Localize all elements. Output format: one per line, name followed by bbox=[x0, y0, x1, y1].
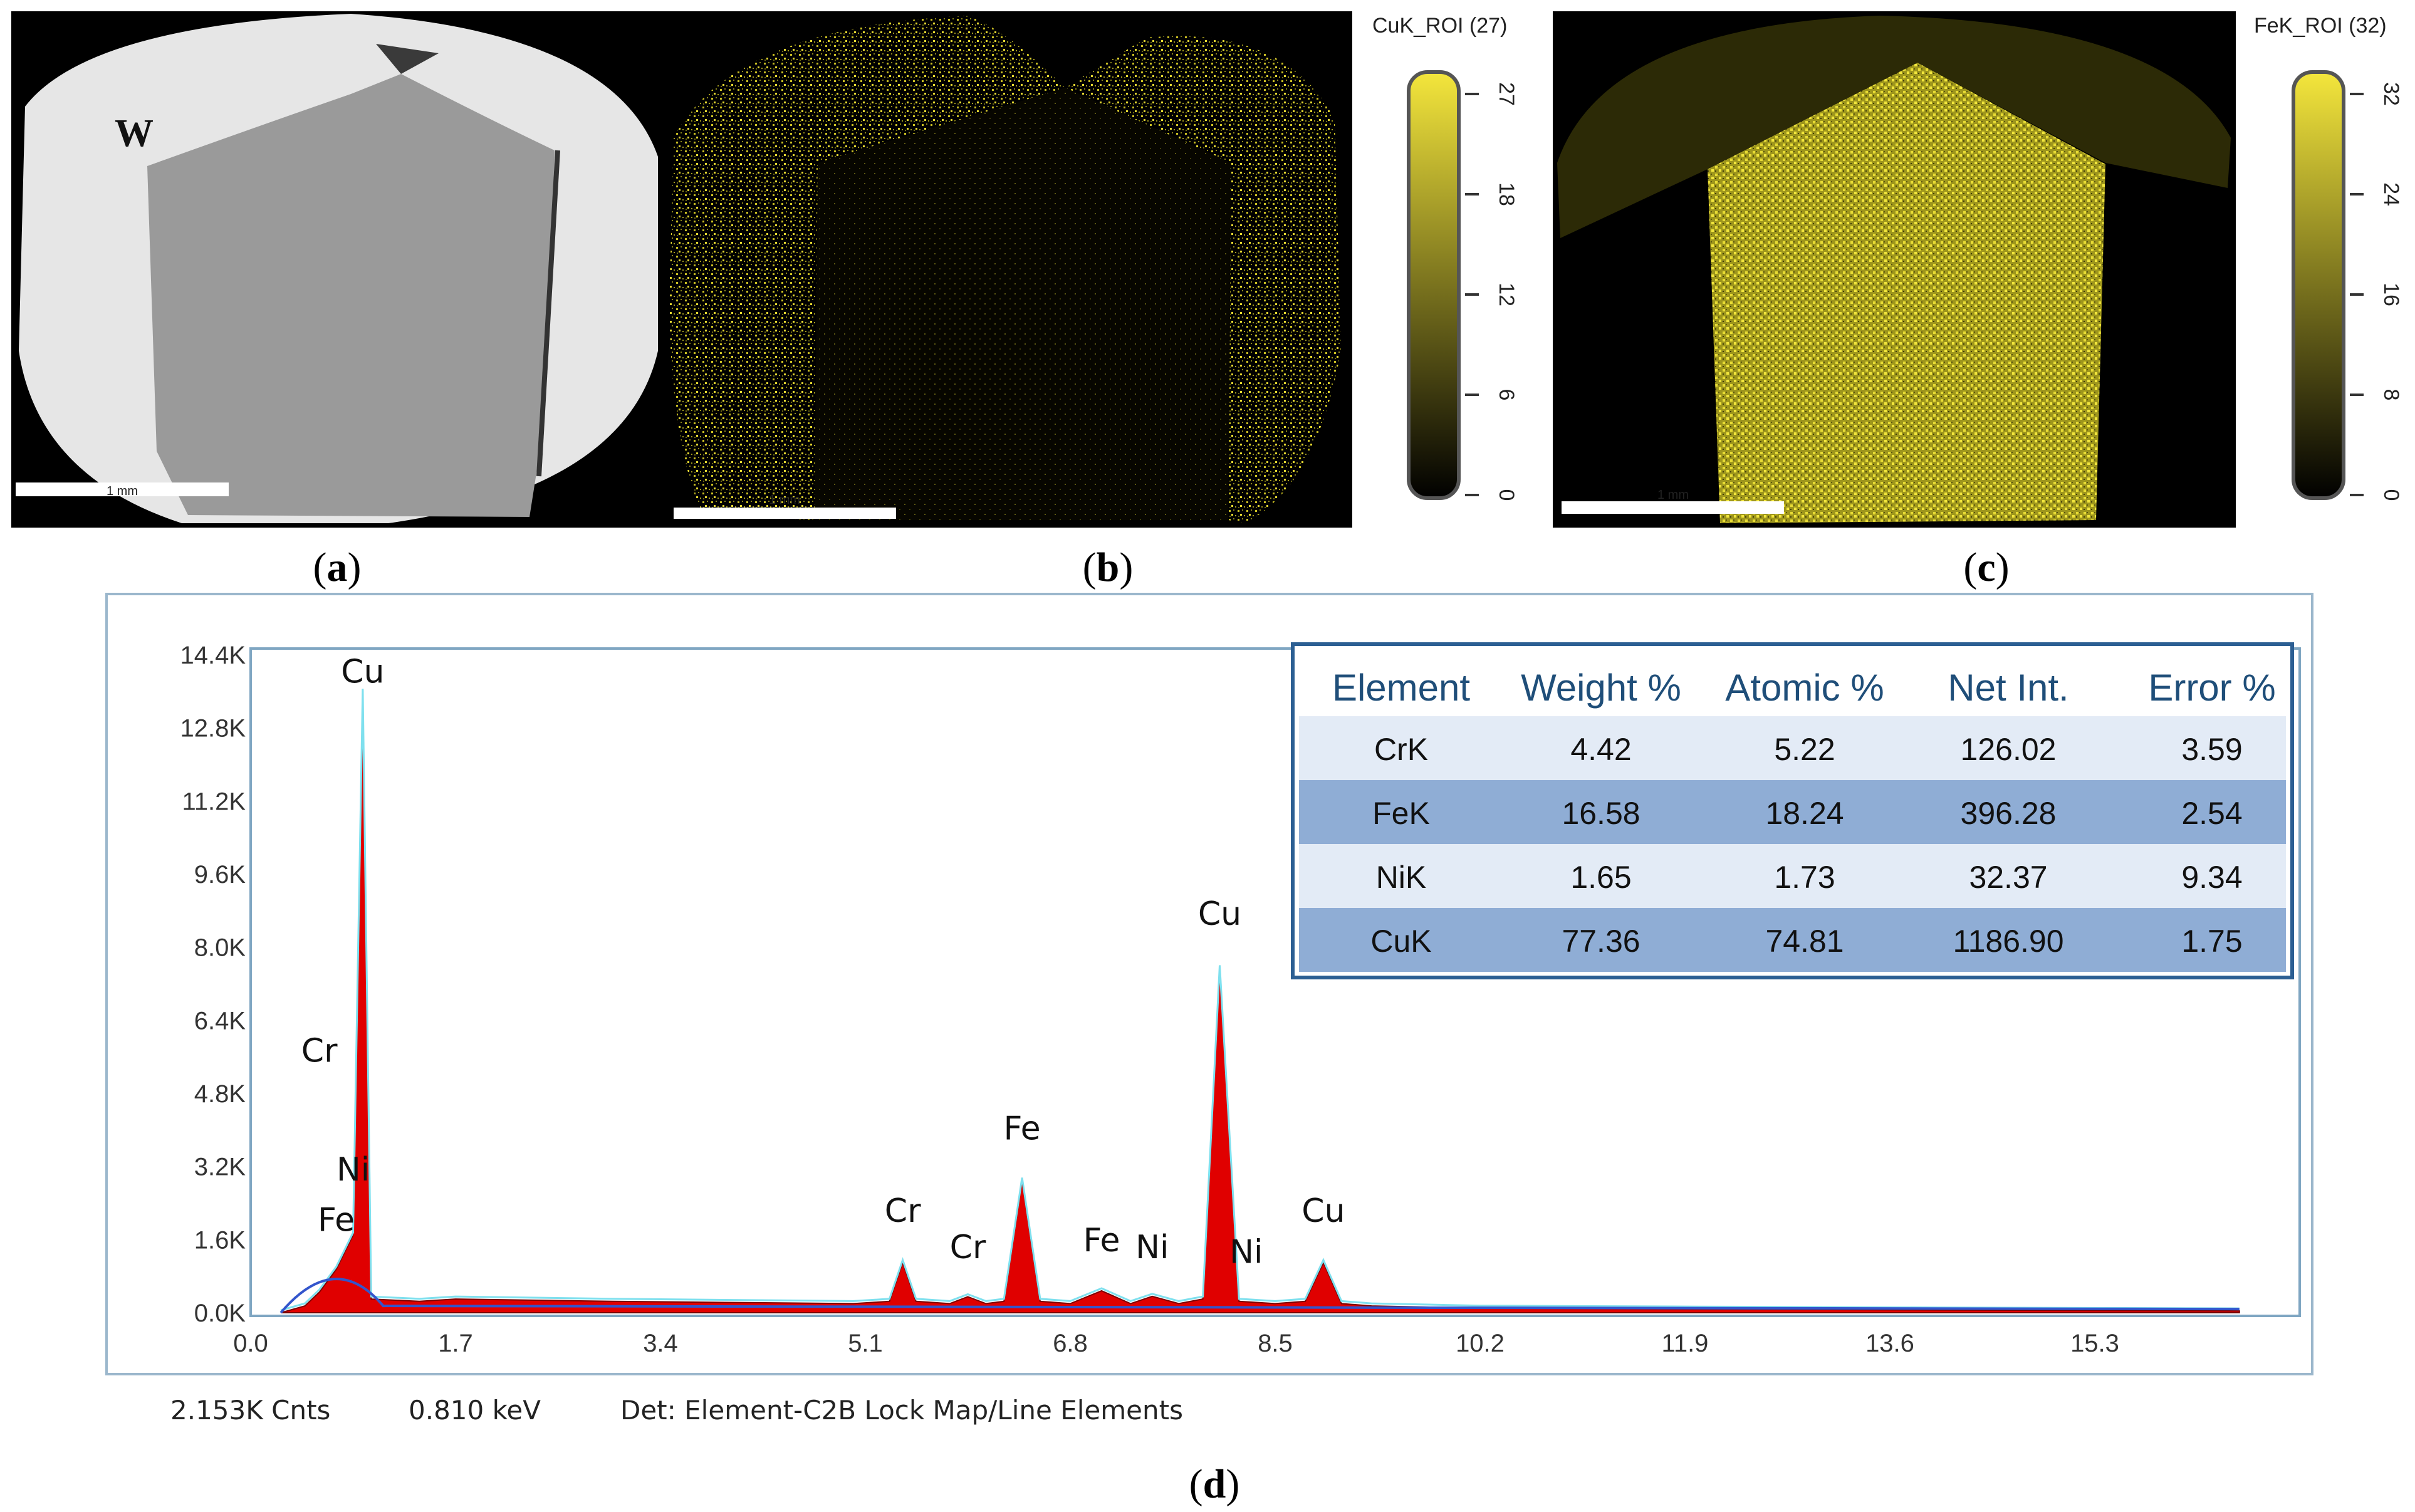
peak-label: Ni bbox=[336, 1151, 370, 1189]
panel-b-colorbar-tick-label: 0 bbox=[1494, 489, 1518, 501]
table-cell: 9.34 bbox=[2181, 860, 2242, 895]
panel-c-colorbar-tick-label: 24 bbox=[2379, 182, 2403, 206]
table-header: Error % bbox=[2148, 667, 2275, 709]
y-tick-label: 11.2K bbox=[182, 788, 246, 815]
panel-c-colorbar-tick-label: 0 bbox=[2379, 489, 2403, 501]
panel-b-caption: (b) bbox=[1083, 545, 1134, 590]
table-cell: 2.54 bbox=[2181, 796, 2242, 831]
panel-b-colorbar-title: CuK_ROI (27) bbox=[1372, 14, 1507, 38]
table-cell: 1.75 bbox=[2181, 924, 2242, 959]
panel-b-colorbar-tick-label: 18 bbox=[1494, 182, 1518, 206]
table-cell: 1.73 bbox=[1774, 860, 1835, 895]
panel-b-colorbar-tick-label: 27 bbox=[1494, 82, 1518, 106]
table-cell: NiK bbox=[1376, 860, 1427, 895]
table-cell: 3.59 bbox=[2181, 732, 2242, 767]
table-cell: 16.58 bbox=[1562, 796, 1640, 831]
background-fit-line bbox=[279, 1278, 2240, 1314]
panel-c-colorbar: FeK_ROI (32) 32 24 16 8 0 bbox=[2254, 14, 2403, 501]
x-tick-label: 1.7 bbox=[438, 1330, 473, 1357]
table-header: Net Int. bbox=[1948, 667, 2068, 709]
footer-detector: Det: Element-C2B Lock Map/Line Elements bbox=[620, 1395, 1183, 1426]
table-header: Atomic % bbox=[1725, 667, 1884, 709]
peak-label: Cr bbox=[950, 1229, 986, 1266]
y-tick-label: 0.0K bbox=[194, 1300, 246, 1327]
x-tick-label: 3.4 bbox=[643, 1330, 678, 1357]
table-cell: 396.28 bbox=[1961, 796, 2057, 831]
peak-label: Fe bbox=[1004, 1110, 1041, 1148]
panel-a-caption: (a) bbox=[313, 545, 362, 590]
panel-d-caption: (d) bbox=[1189, 1461, 1240, 1507]
results-table: Element Weight % Atomic % Net Int. Error % Cr… bbox=[1291, 642, 2294, 979]
x-tick-label: 11.9 bbox=[1662, 1330, 1709, 1357]
panel-a-scale-label: 1 mm bbox=[107, 484, 138, 498]
peak-label: Cr bbox=[301, 1033, 338, 1070]
table-header: Weight % bbox=[1521, 667, 1681, 709]
x-tick-label: 8.5 bbox=[1258, 1330, 1293, 1357]
table-cell: 1.65 bbox=[1570, 860, 1631, 895]
y-tick-label: 14.4K bbox=[180, 642, 246, 669]
y-tick-label: 8.0K bbox=[194, 934, 246, 962]
table-cell: 1186.90 bbox=[1953, 924, 2063, 959]
table-cell: FeK bbox=[1372, 796, 1430, 831]
x-tick-label: 13.6 bbox=[1865, 1330, 1914, 1357]
table-header: Element bbox=[1332, 667, 1470, 709]
table-cell: CrK bbox=[1374, 732, 1428, 767]
panel-c-caption: (c) bbox=[1963, 545, 2009, 590]
panel-c-fe-map: 1 mm bbox=[1553, 11, 2236, 528]
table-cell: CuK bbox=[1370, 924, 1431, 959]
table-cell: 77.36 bbox=[1562, 924, 1640, 959]
peak-label: Ni bbox=[1135, 1229, 1169, 1266]
panel-c-scale-label: 1 mm bbox=[1657, 488, 1689, 502]
table-cell: 4.42 bbox=[1570, 732, 1631, 767]
peak-label: Fe bbox=[1083, 1222, 1120, 1259]
x-tick-label: 15.3 bbox=[2070, 1330, 2119, 1357]
panel-b-cu-map: 1 mm bbox=[663, 11, 1352, 528]
x-tick-label: 6.8 bbox=[1053, 1330, 1088, 1357]
panel-b-scale-label: 1 mm bbox=[769, 493, 800, 507]
panel-b-colorbar: CuK_ROI (27) 27 18 12 6 0 bbox=[1372, 14, 1518, 501]
peak-label: Cu bbox=[341, 653, 384, 691]
table-cell: 126.02 bbox=[1961, 732, 2057, 767]
y-tick-label: 4.8K bbox=[194, 1080, 246, 1108]
table-cell: 5.22 bbox=[1774, 732, 1835, 767]
y-tick-label: 12.8K bbox=[180, 715, 246, 743]
y-tick-label: 9.6K bbox=[194, 861, 246, 889]
x-tick-label: 0.0 bbox=[233, 1330, 268, 1357]
panel-a-sem-image: 1 mm W bbox=[11, 11, 663, 528]
peak-label: Cu bbox=[1301, 1192, 1345, 1230]
panel-c-colorbar-tick-label: 16 bbox=[2379, 283, 2403, 306]
panel-c-colorbar-tick-label: 32 bbox=[2379, 82, 2403, 106]
x-tick-label: 10.2 bbox=[1456, 1330, 1505, 1357]
panel-a-marker: W bbox=[115, 112, 154, 155]
peak-label: Fe bbox=[318, 1201, 355, 1239]
panel-c-colorbar-tick-label: 8 bbox=[2379, 389, 2403, 401]
panel-d-spectrum: 14.4K 12.8K 11.2K 9.6K 8.0K 6.4K 4.8K 3.2K 1.6K 0… bbox=[105, 593, 2313, 1426]
footer-counts: 2.153K Cnts bbox=[170, 1395, 330, 1426]
peak-label: Cu bbox=[1198, 895, 1241, 933]
peak-label: Ni bbox=[1229, 1233, 1263, 1271]
peak-label: Cr bbox=[885, 1192, 921, 1230]
y-tick-label: 1.6K bbox=[194, 1226, 246, 1254]
table-cell: 32.37 bbox=[1969, 860, 2047, 895]
table-cell: 18.24 bbox=[1765, 796, 1844, 831]
panel-b-colorbar-tick-label: 6 bbox=[1494, 389, 1518, 401]
x-tick-label: 5.1 bbox=[848, 1330, 883, 1357]
spectrum-outline bbox=[280, 689, 2240, 1311]
footer-energy: 0.810 keV bbox=[409, 1395, 541, 1426]
panel-b-colorbar-tick-label: 12 bbox=[1494, 283, 1518, 306]
y-tick-label: 6.4K bbox=[194, 1007, 246, 1035]
y-tick-label: 3.2K bbox=[194, 1154, 246, 1181]
panel-c-colorbar-title: FeK_ROI (32) bbox=[2254, 14, 2387, 38]
table-cell: 74.81 bbox=[1765, 924, 1844, 959]
